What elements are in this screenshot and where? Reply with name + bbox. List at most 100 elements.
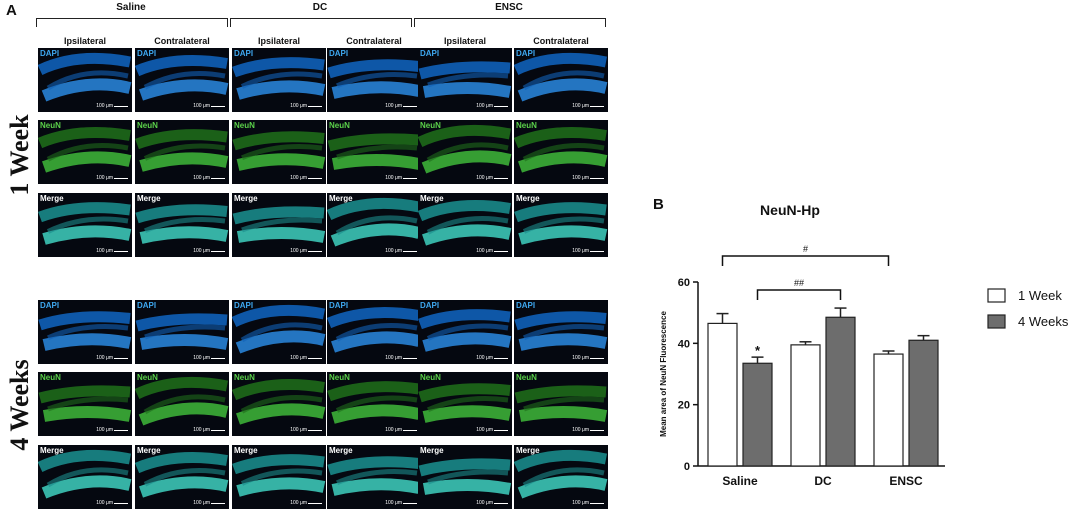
scale-bar	[114, 357, 128, 359]
stain-label: Merge	[420, 194, 444, 203]
stain-label: NeuN	[420, 373, 441, 382]
scale-bar-label: 100 μm	[385, 248, 402, 254]
scale-bar	[114, 429, 128, 431]
scale-bar-label: 100 μm	[193, 103, 210, 109]
scale-bar	[403, 177, 417, 179]
hippocampus-shape	[418, 383, 512, 423]
micrograph-tile: Merge 100 μm	[135, 445, 229, 509]
micrograph-tile: DAPI 100 μm	[232, 300, 326, 364]
scale-bar-label: 100 μm	[385, 103, 402, 109]
scale-bar-label: 100 μm	[476, 103, 493, 109]
micrograph-tile: DAPI 100 μm	[514, 300, 608, 364]
hippocampus-shape	[514, 311, 608, 351]
bar	[742, 362, 773, 467]
hippocampus-shape	[38, 127, 132, 173]
micrograph-tile: NeuN 100 μm	[327, 120, 421, 184]
stain-label: NeuN	[137, 373, 158, 382]
micrograph-tile: NeuN 100 μm	[327, 372, 421, 436]
micrograph-tile: Merge 100 μm	[418, 193, 512, 257]
scale-bar-label: 100 μm	[96, 427, 113, 433]
micrograph-tile: DAPI 100 μm	[327, 48, 421, 112]
scale-bar	[403, 105, 417, 107]
chart-title: NeuN-Hp	[760, 202, 820, 218]
scale-bar-label: 100 μm	[290, 103, 307, 109]
column-label: Ipsilateral	[443, 36, 487, 46]
micrograph-tile: DAPI 100 μm	[38, 300, 132, 364]
stain-label: DAPI	[329, 301, 349, 310]
scale-bar	[211, 177, 225, 179]
significance-hash: #	[803, 244, 808, 254]
micrograph-tile: NeuN 100 μm	[135, 120, 229, 184]
legend-label: 4 Weeks	[1018, 314, 1069, 329]
stain-label: Merge	[329, 446, 353, 455]
stain-label: Merge	[516, 194, 540, 203]
hippocampus-shape	[327, 456, 421, 496]
hippocampus-shape	[418, 309, 512, 352]
significance-bracket	[721, 255, 890, 266]
scale-bar-label: 100 μm	[193, 427, 210, 433]
hippocampus-shape	[327, 59, 421, 99]
hippocampus-shape	[327, 381, 421, 424]
scale-bar-label: 100 μm	[572, 103, 589, 109]
stain-label: NeuN	[40, 121, 61, 130]
micrograph-tile: Merge 100 μm	[514, 193, 608, 257]
scale-bar	[308, 105, 322, 107]
hippocampus-shape	[232, 304, 326, 354]
panel-b-letter: B	[653, 196, 664, 213]
hippocampus-shape	[135, 313, 229, 350]
scale-bar-label: 100 μm	[193, 500, 210, 506]
scale-bar-label: 100 μm	[193, 248, 210, 254]
micrograph-tile: Merge 100 μm	[418, 445, 512, 509]
scale-bar	[308, 250, 322, 252]
scale-bar-label: 100 μm	[96, 500, 113, 506]
scale-bar-label: 100 μm	[476, 355, 493, 361]
scale-bar	[403, 502, 417, 504]
hippocampus-shape	[135, 55, 229, 101]
micrograph-tile: NeuN 100 μm	[418, 120, 512, 184]
row-label: 1 Week	[5, 114, 34, 196]
scale-bar-label: 100 μm	[572, 248, 589, 254]
stain-label: DAPI	[420, 49, 440, 58]
stain-label: NeuN	[516, 121, 537, 130]
micrograph-tile: Merge 100 μm	[38, 445, 132, 509]
hippocampus-shape	[418, 61, 512, 98]
hippocampus-shape	[232, 379, 326, 425]
scale-bar	[494, 105, 508, 107]
hippocampus-shape	[514, 449, 608, 499]
hippocampus-shape	[327, 307, 421, 353]
scale-bar-label: 100 μm	[572, 175, 589, 181]
scale-bar	[114, 177, 128, 179]
stain-label: DAPI	[234, 301, 254, 310]
stain-label: Merge	[516, 446, 540, 455]
micrograph-tile: DAPI 100 μm	[232, 48, 326, 112]
stain-label: DAPI	[234, 49, 254, 58]
hippocampus-shape	[38, 385, 132, 422]
stain-label: DAPI	[420, 301, 440, 310]
stain-label: DAPI	[137, 49, 157, 58]
hippocampus-shape	[418, 124, 512, 174]
column-label: Ipsilateral	[257, 36, 301, 46]
scale-bar	[211, 250, 225, 252]
stain-label: NeuN	[234, 121, 255, 130]
stain-label: NeuN	[516, 373, 537, 382]
micrograph-tile: Merge 100 μm	[38, 193, 132, 257]
micrograph-tile: DAPI 100 μm	[418, 300, 512, 364]
micrograph-tile: Merge 100 μm	[232, 193, 326, 257]
stain-label: Merge	[234, 446, 258, 455]
scale-bar-label: 100 μm	[476, 175, 493, 181]
micrograph-tile: NeuN 100 μm	[514, 120, 608, 184]
group-label: Saline	[116, 2, 146, 13]
micrograph-tile: DAPI 100 μm	[418, 48, 512, 112]
micrograph-tile: Merge 100 μm	[514, 445, 608, 509]
hippocampus-shape	[135, 129, 229, 172]
scale-bar	[494, 250, 508, 252]
hippocampus-shape	[327, 197, 421, 247]
column-label: Contralateral	[346, 36, 402, 46]
scale-bar	[308, 177, 322, 179]
stain-label: NeuN	[420, 121, 441, 130]
micrograph-tile: NeuN 100 μm	[418, 372, 512, 436]
scale-bar	[494, 429, 508, 431]
scale-bar-label: 100 μm	[193, 175, 210, 181]
scale-bar-label: 100 μm	[290, 248, 307, 254]
group-bracket	[414, 18, 606, 27]
